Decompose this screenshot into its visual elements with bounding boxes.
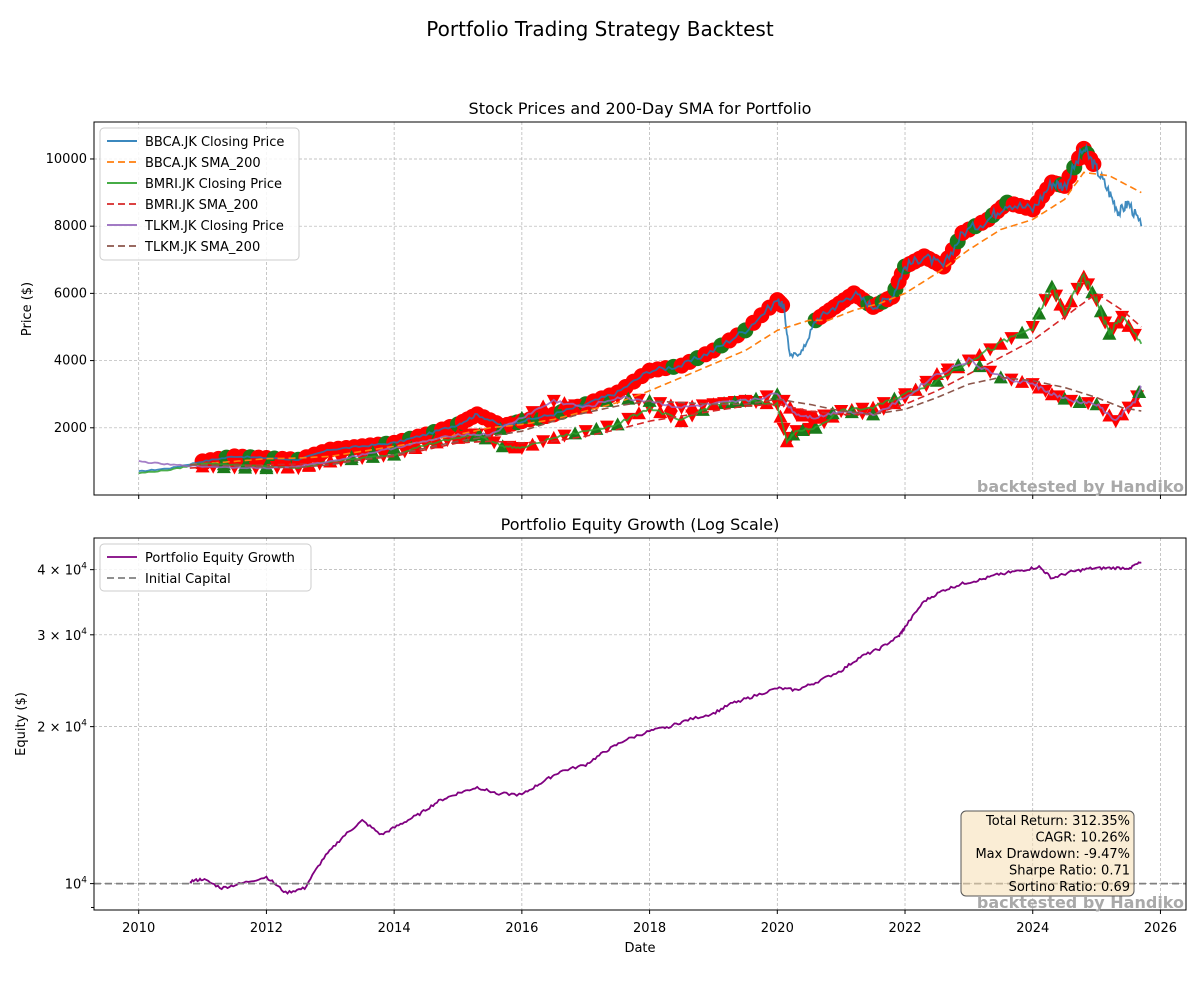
equity-x-tick-label: 2014 (378, 921, 411, 936)
legend-label: BMRI.JK SMA_200 (145, 198, 258, 213)
legend-label: TLKM.JK Closing Price (144, 219, 284, 234)
tlkm-close-line (138, 356, 1142, 470)
tick-base: 3 × 10 (37, 629, 81, 644)
tick-exponent: 4 (81, 876, 87, 886)
sell-marker (961, 354, 976, 368)
buy-marker (557, 396, 572, 410)
metric-line: Sharpe Ratio: 0.71 (1009, 864, 1130, 879)
buy-marker (1044, 279, 1059, 293)
equity-legend: Portfolio Equity Growth Initial Capital (99, 543, 312, 592)
legend-label: BMRI.JK Closing Price (145, 177, 282, 192)
price-y-axis-label: Price ($) (20, 282, 35, 336)
metric-line: Sortino Ratio: 0.69 (1009, 880, 1130, 895)
tick-base: 10 (65, 878, 82, 893)
equity-x-ticks: 2010 2012 2014 2016 2018 2020 2022 2024 2026 (122, 910, 1177, 936)
tick-exponent: 4 (81, 562, 87, 572)
equity-x-tick-label: 2022 (888, 921, 921, 936)
metric-line: Max Drawdown: -9.47% (975, 847, 1130, 862)
equity-x-tick-label: 2024 (1016, 921, 1049, 936)
watermark-top: backtested by Handiko (977, 477, 1184, 496)
buy-marker (808, 410, 823, 424)
bbca-sma-line (189, 171, 1142, 466)
price-gridlines (94, 122, 1186, 495)
equity-y-axis-label: Equity ($) (14, 692, 29, 756)
metrics-box-frame (960, 810, 1135, 897)
sell-marker (738, 394, 753, 408)
legend-label: Portfolio Equity Growth (145, 551, 295, 566)
buy-marker (1072, 395, 1087, 409)
buy-marker (908, 382, 923, 396)
buy-marker (663, 398, 678, 412)
equity-legend-box (99, 543, 312, 592)
metric-line: CAGR: 10.26% (1035, 831, 1130, 846)
bbca-close-line (138, 143, 1143, 473)
buy-marker (795, 423, 810, 437)
sell-marker (546, 394, 561, 408)
equity-y-tick-label: 4 × 104 (37, 562, 87, 579)
equity-growth-line (189, 561, 1142, 895)
price-y-tick-label: 10000 (46, 152, 87, 167)
sell-marker (1081, 397, 1096, 411)
equity-series (94, 561, 1186, 895)
watermark-bottom: backtested by Handiko (977, 893, 1184, 912)
metric-line: Total Return: 312.35% (985, 814, 1130, 829)
equity-chart-title: Portfolio Equity Growth (Log Scale) (501, 515, 780, 534)
metrics-box: Total Return: 312.35% CAGR: 10.26%Max Dra… (960, 810, 1135, 897)
price-axes-frame (93, 121, 1187, 496)
price-series (138, 143, 1143, 475)
price-y-tick-label: 4000 (54, 354, 87, 369)
buy-marker (993, 336, 1008, 350)
sell-marker (1081, 278, 1096, 292)
equity-x-tick-label: 2010 (122, 921, 155, 936)
equity-y-tick-label: 2 × 104 (37, 719, 87, 736)
price-x-ticks (138, 495, 1161, 499)
price-panel: 2000 4000 6000 8000 10000 Stock Prices and 2… (20, 99, 1187, 499)
equity-x-tick-label: 2012 (250, 921, 283, 936)
tick-exponent: 4 (81, 719, 87, 729)
price-y-tick-label: 2000 (54, 421, 87, 436)
tick-base: 2 × 10 (37, 721, 81, 736)
equity-x-axis-label: Date (624, 941, 655, 956)
figure-title: Portfolio Trading Strategy Backtest (426, 17, 774, 41)
price-y-tick-label: 6000 (54, 286, 87, 301)
buy-marker (866, 407, 881, 421)
bmri-sma-line (189, 292, 1142, 469)
equity-x-tick-label: 2020 (761, 921, 794, 936)
price-legend-box (99, 127, 300, 261)
equity-x-tick-label: 2016 (505, 921, 538, 936)
sell-marker (1127, 328, 1142, 342)
price-legend: BBCA.JK Closing Price BBCA.JK SMA_200 BMRI… (99, 127, 300, 261)
equity-x-tick-label: 2018 (633, 921, 666, 936)
buy-marker (238, 460, 253, 474)
legend-label: BBCA.JK SMA_200 (145, 156, 261, 171)
equity-y-tick-label: 3 × 104 (37, 627, 87, 644)
legend-label: BBCA.JK Closing Price (145, 135, 284, 150)
sell-marker (514, 441, 529, 455)
equity-y-tick-label: 104 (65, 876, 88, 893)
price-chart-title: Stock Prices and 200-Day SMA for Portfol… (469, 99, 812, 118)
tick-base: 4 × 10 (37, 564, 81, 579)
price-y-tick-label: 8000 (54, 219, 87, 234)
equity-axes-frame (93, 537, 1187, 911)
buy-marker (578, 400, 593, 414)
price-y-ticks: 2000 4000 6000 8000 10000 (46, 152, 94, 436)
tlkm-sma-line (189, 376, 1142, 469)
legend-label: Initial Capital (145, 572, 231, 587)
equity-x-tick-label: 2026 (1144, 921, 1177, 936)
tick-exponent: 4 (81, 627, 87, 637)
legend-label: TLKM.JK SMA_200 (144, 240, 260, 255)
